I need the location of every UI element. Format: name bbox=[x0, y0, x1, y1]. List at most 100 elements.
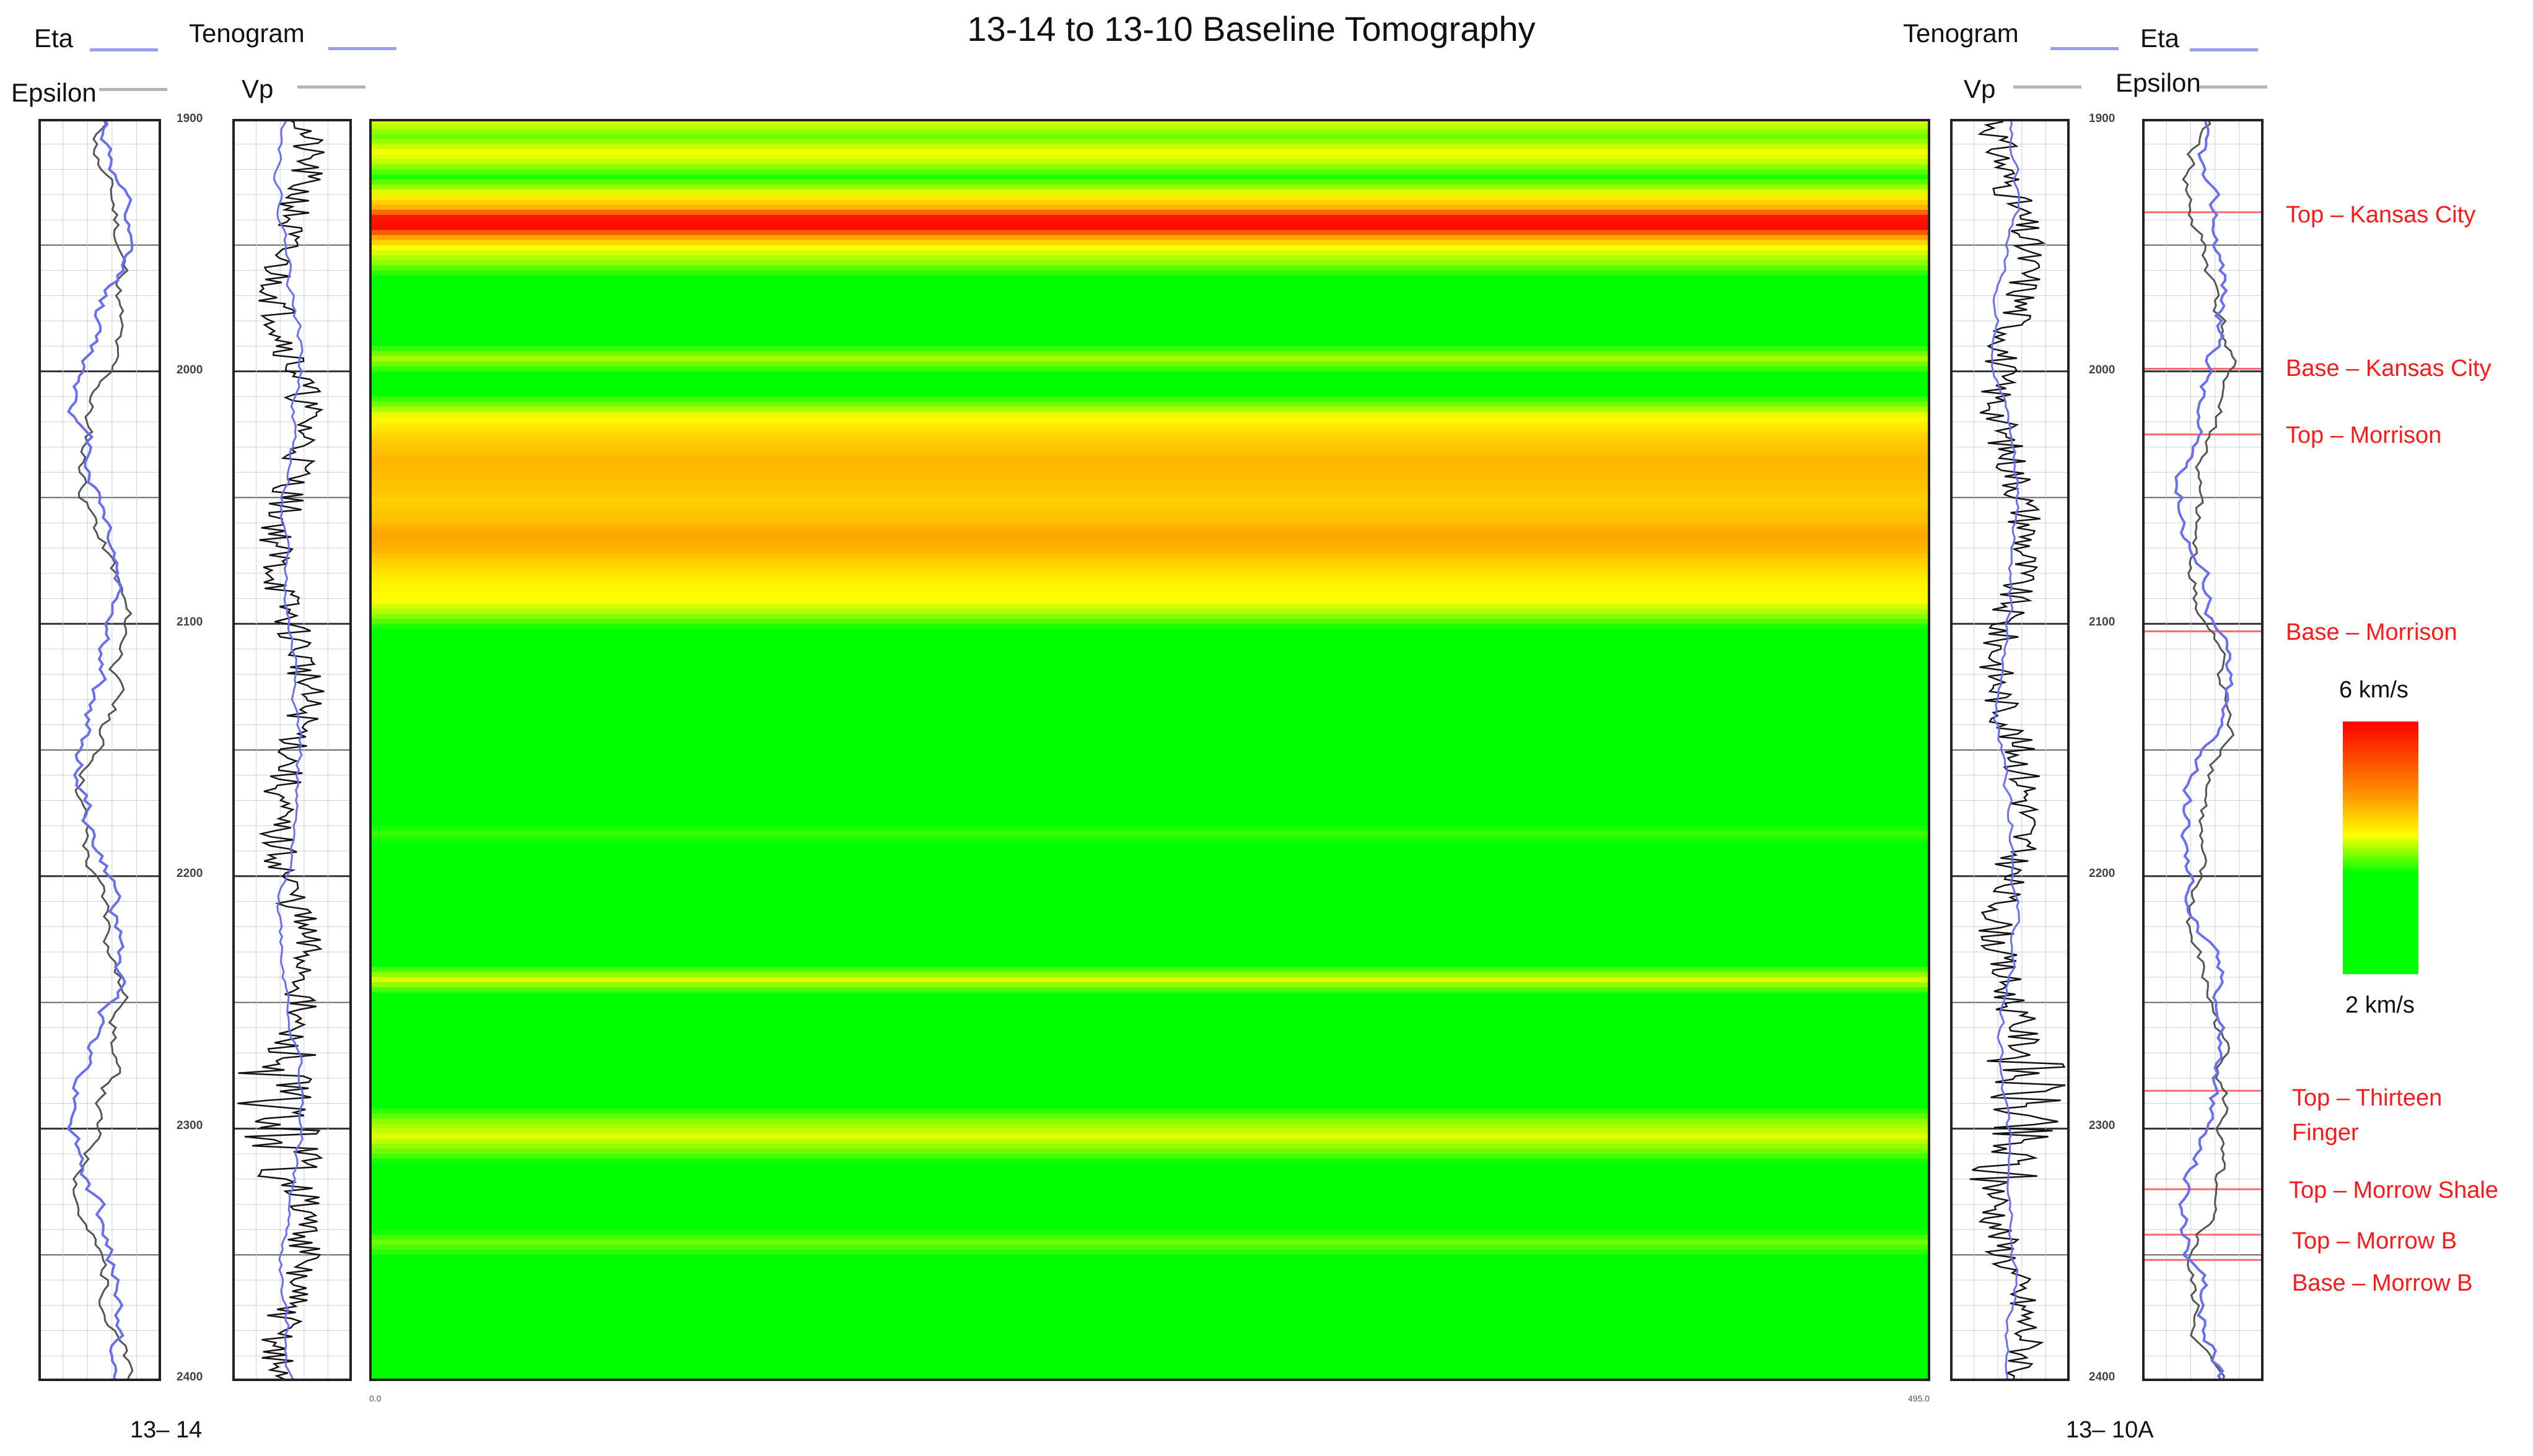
chart-title: 13-14 to 13-10 Baseline Tomography bbox=[967, 9, 1536, 48]
heatmap-band bbox=[369, 1083, 1930, 1089]
heatmap-band bbox=[369, 643, 1930, 650]
heatmap-band bbox=[369, 260, 1930, 266]
heatmap-band bbox=[369, 1214, 1930, 1220]
heatmap-band bbox=[369, 750, 1930, 756]
heatmap-band bbox=[369, 674, 1930, 680]
heatmap-band bbox=[369, 1315, 1930, 1321]
heatmap-band bbox=[369, 790, 1930, 796]
heatmap-band bbox=[369, 119, 1930, 124]
track-frame bbox=[38, 119, 161, 1381]
heatmap-band bbox=[369, 1356, 1930, 1361]
heatmap-band bbox=[369, 1159, 1930, 1165]
heatmap-band bbox=[369, 154, 1930, 160]
heatmap-band bbox=[369, 467, 1930, 473]
heatmap-band bbox=[369, 760, 1930, 766]
heatmap-band bbox=[369, 573, 1930, 579]
heatmap-band bbox=[369, 941, 1930, 948]
epsilon-legend-line-left bbox=[99, 88, 167, 91]
heatmap-band bbox=[369, 411, 1930, 417]
heatmap-band bbox=[369, 1143, 1930, 1149]
heatmap-band bbox=[369, 300, 1930, 307]
heatmap-band bbox=[369, 528, 1930, 534]
heatmap-band bbox=[369, 583, 1930, 589]
formation-label-top-morrow-b: Top – Morrow B bbox=[2292, 1228, 2457, 1254]
heatmap-band bbox=[369, 1250, 1930, 1255]
heatmap-band bbox=[369, 972, 1930, 978]
heatmap-band bbox=[369, 739, 1930, 746]
heatmap-band bbox=[369, 997, 1930, 1003]
heatmap-band bbox=[369, 336, 1930, 342]
heatmap-band bbox=[369, 659, 1930, 665]
heatmap-band bbox=[369, 1169, 1930, 1175]
heatmap-band bbox=[369, 1375, 1930, 1381]
heatmap-band bbox=[369, 639, 1930, 645]
heatmap-band bbox=[369, 199, 1930, 206]
heatmap-band bbox=[369, 830, 1930, 837]
heatmap-band bbox=[369, 437, 1930, 443]
heatmap-band bbox=[369, 1290, 1930, 1296]
heatmap-band bbox=[369, 598, 1930, 604]
eta-curve-right bbox=[2174, 119, 2234, 1381]
heatmap-band bbox=[369, 1194, 1930, 1200]
heatmap-band bbox=[369, 321, 1930, 326]
heatmap-band bbox=[369, 911, 1930, 917]
heatmap-band bbox=[369, 800, 1930, 806]
heatmap-band bbox=[369, 1108, 1930, 1114]
heatmap-band bbox=[369, 124, 1930, 129]
heatmap-band bbox=[369, 654, 1930, 660]
heatmap-band bbox=[369, 194, 1930, 201]
epsilon-curve-left bbox=[72, 119, 134, 1381]
heatmap-band bbox=[369, 305, 1930, 312]
epsilon-header-left: Epsilon bbox=[11, 78, 97, 107]
heatmap-band bbox=[369, 543, 1930, 549]
heatmap-band bbox=[369, 896, 1930, 902]
heatmap-band bbox=[369, 164, 1930, 170]
heatmap-band bbox=[369, 432, 1930, 438]
heatmap-band bbox=[369, 1103, 1930, 1109]
heatmap-band bbox=[369, 220, 1930, 225]
heatmap-band bbox=[369, 1133, 1930, 1140]
heatmap-band bbox=[369, 457, 1930, 463]
heatmap-band bbox=[369, 967, 1930, 973]
heatmap-band bbox=[369, 856, 1930, 861]
heatmap-band bbox=[369, 396, 1930, 403]
formation-label-top-kansas-city: Top – Kansas City bbox=[2286, 202, 2476, 228]
heatmap-band bbox=[369, 1275, 1930, 1281]
heatmap-band bbox=[369, 235, 1930, 241]
heatmap-band bbox=[369, 629, 1930, 635]
x-tick-start: 0.0 bbox=[369, 1393, 382, 1403]
heatmap-band bbox=[369, 1174, 1930, 1180]
heatmap-band bbox=[369, 416, 1930, 422]
formation-label-top-morrison: Top – Morrison bbox=[2286, 422, 2442, 448]
depth-tick-right-2000: 2000 bbox=[2089, 364, 2115, 377]
heatmap-band bbox=[369, 1118, 1930, 1124]
heatmap-band bbox=[369, 1310, 1930, 1316]
heatmap-band bbox=[369, 1270, 1930, 1276]
heatmap-band bbox=[369, 371, 1930, 377]
track-frame bbox=[232, 119, 352, 1381]
heatmap-band bbox=[369, 366, 1930, 372]
heatmap-band bbox=[369, 1285, 1930, 1291]
heatmap-band bbox=[369, 744, 1930, 751]
heatmap-band bbox=[369, 538, 1930, 544]
heatmap-frame bbox=[369, 119, 1930, 1381]
heatmap-band bbox=[369, 1260, 1930, 1266]
heatmap-band bbox=[369, 957, 1930, 962]
heatmap-band bbox=[369, 1335, 1930, 1341]
x-tick-end: 495.0 bbox=[1908, 1393, 1930, 1403]
heatmap-band bbox=[369, 926, 1930, 933]
heatmap-band bbox=[369, 1184, 1930, 1190]
heatmap-band bbox=[369, 1113, 1930, 1119]
heatmap-band bbox=[369, 179, 1930, 185]
heatmap-band bbox=[369, 866, 1930, 872]
heatmap-band bbox=[369, 1371, 1930, 1377]
heatmap-band bbox=[369, 578, 1930, 584]
heatmap-band bbox=[369, 725, 1930, 730]
heatmap-band bbox=[369, 810, 1930, 816]
heatmap-band bbox=[369, 684, 1930, 690]
heatmap-band bbox=[369, 169, 1930, 175]
heatmap-band bbox=[369, 159, 1930, 165]
heatmap-band bbox=[369, 664, 1930, 670]
heatmap-band bbox=[369, 452, 1930, 458]
heatmap-band bbox=[369, 835, 1930, 842]
